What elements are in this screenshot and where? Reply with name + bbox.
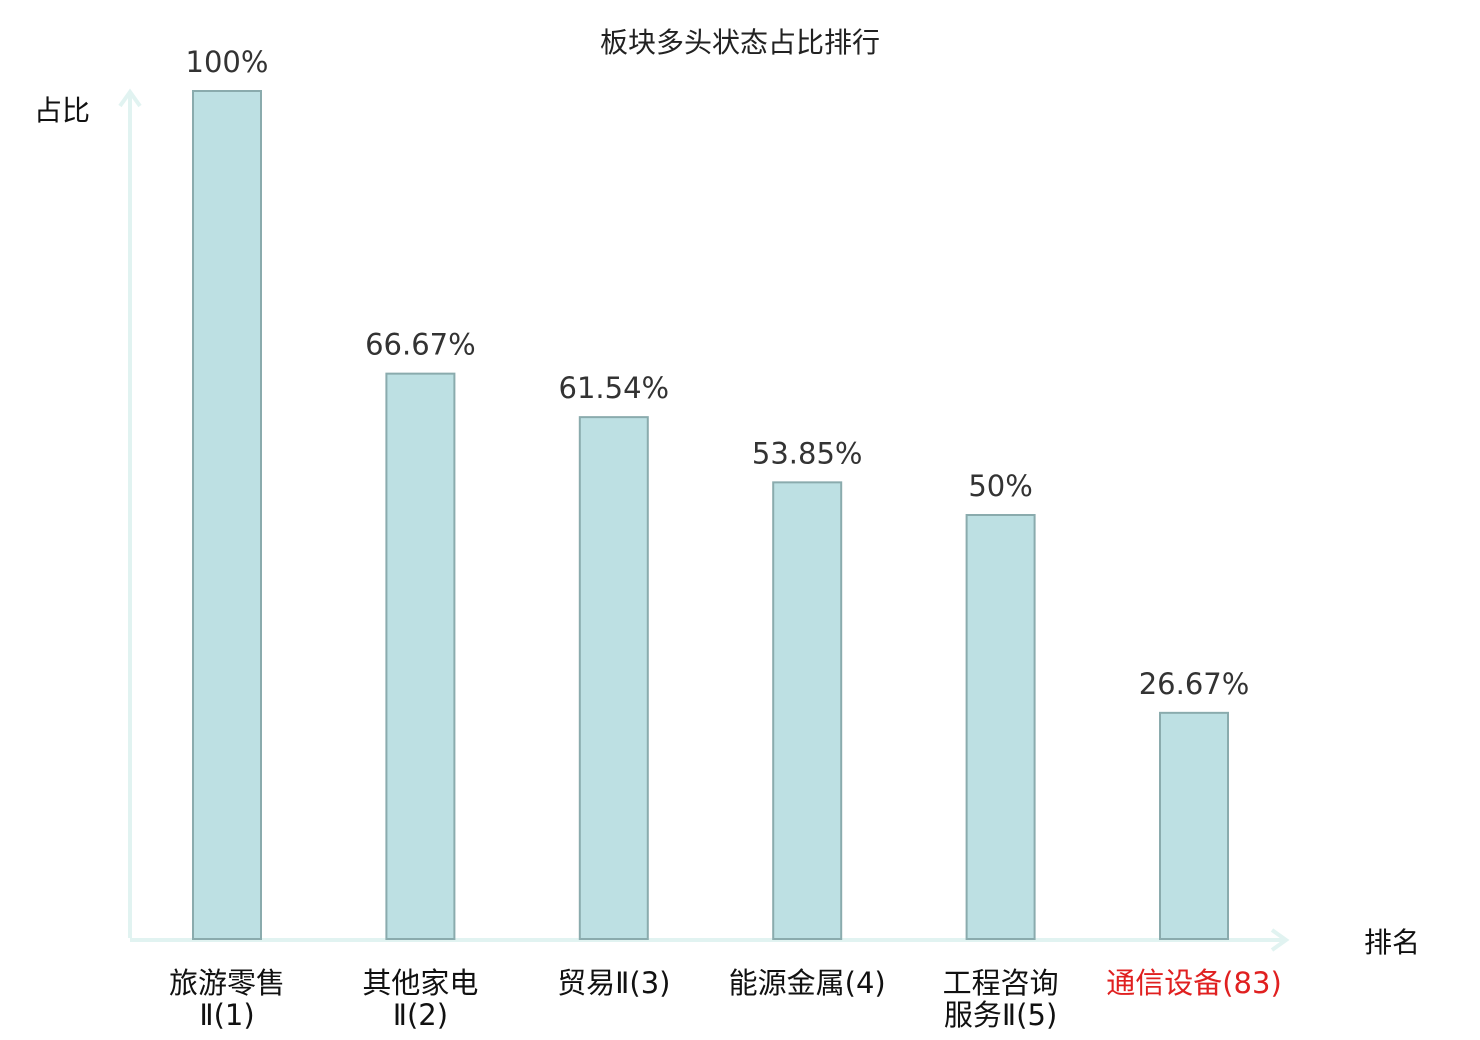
bar-1: [192, 90, 262, 940]
category-label-2-line-1: 其他家电: [362, 966, 478, 1000]
category-label-1-line-1: 旅游零售: [169, 966, 285, 1000]
value-label-4: 53.85%: [752, 436, 863, 470]
category-label-4-line-1: 能源金属(4): [729, 966, 886, 1000]
value-labels-group: 100% 66.67% 61.54% 53.85% 50% 26.67%: [186, 45, 1250, 701]
category-label-3-line-1: 贸易Ⅱ(3): [557, 966, 670, 1000]
bar-6: [1159, 711, 1229, 940]
x-axis-label: 排名: [1364, 926, 1420, 959]
value-label-6: 26.67%: [1139, 667, 1250, 701]
bar-4: [772, 481, 843, 940]
bar-2: [385, 372, 456, 940]
value-label-5: 50%: [968, 469, 1032, 503]
bar-5: [965, 514, 1036, 940]
y-axis-arrow-icon: [118, 88, 142, 108]
category-label-1-line-2: Ⅱ(1): [199, 998, 254, 1032]
bar-3: [578, 416, 649, 940]
x-axis-arrow-icon: [1270, 928, 1290, 952]
category-label-5-line-1: 工程咨询: [943, 966, 1059, 1000]
category-label-6-line-1: 通信设备(83): [1106, 966, 1282, 1000]
y-axis-label: 占比: [34, 94, 90, 127]
bars-group: [192, 90, 1229, 940]
category-label-5-line-2: 服务Ⅱ(5): [944, 998, 1057, 1032]
value-label-3: 61.54%: [559, 371, 670, 405]
category-label-2-line-2: Ⅱ(2): [393, 998, 448, 1032]
value-label-2: 66.67%: [365, 328, 476, 362]
chart-title: 板块多头状态占比排行: [600, 26, 880, 59]
value-label-1: 100%: [186, 45, 269, 79]
